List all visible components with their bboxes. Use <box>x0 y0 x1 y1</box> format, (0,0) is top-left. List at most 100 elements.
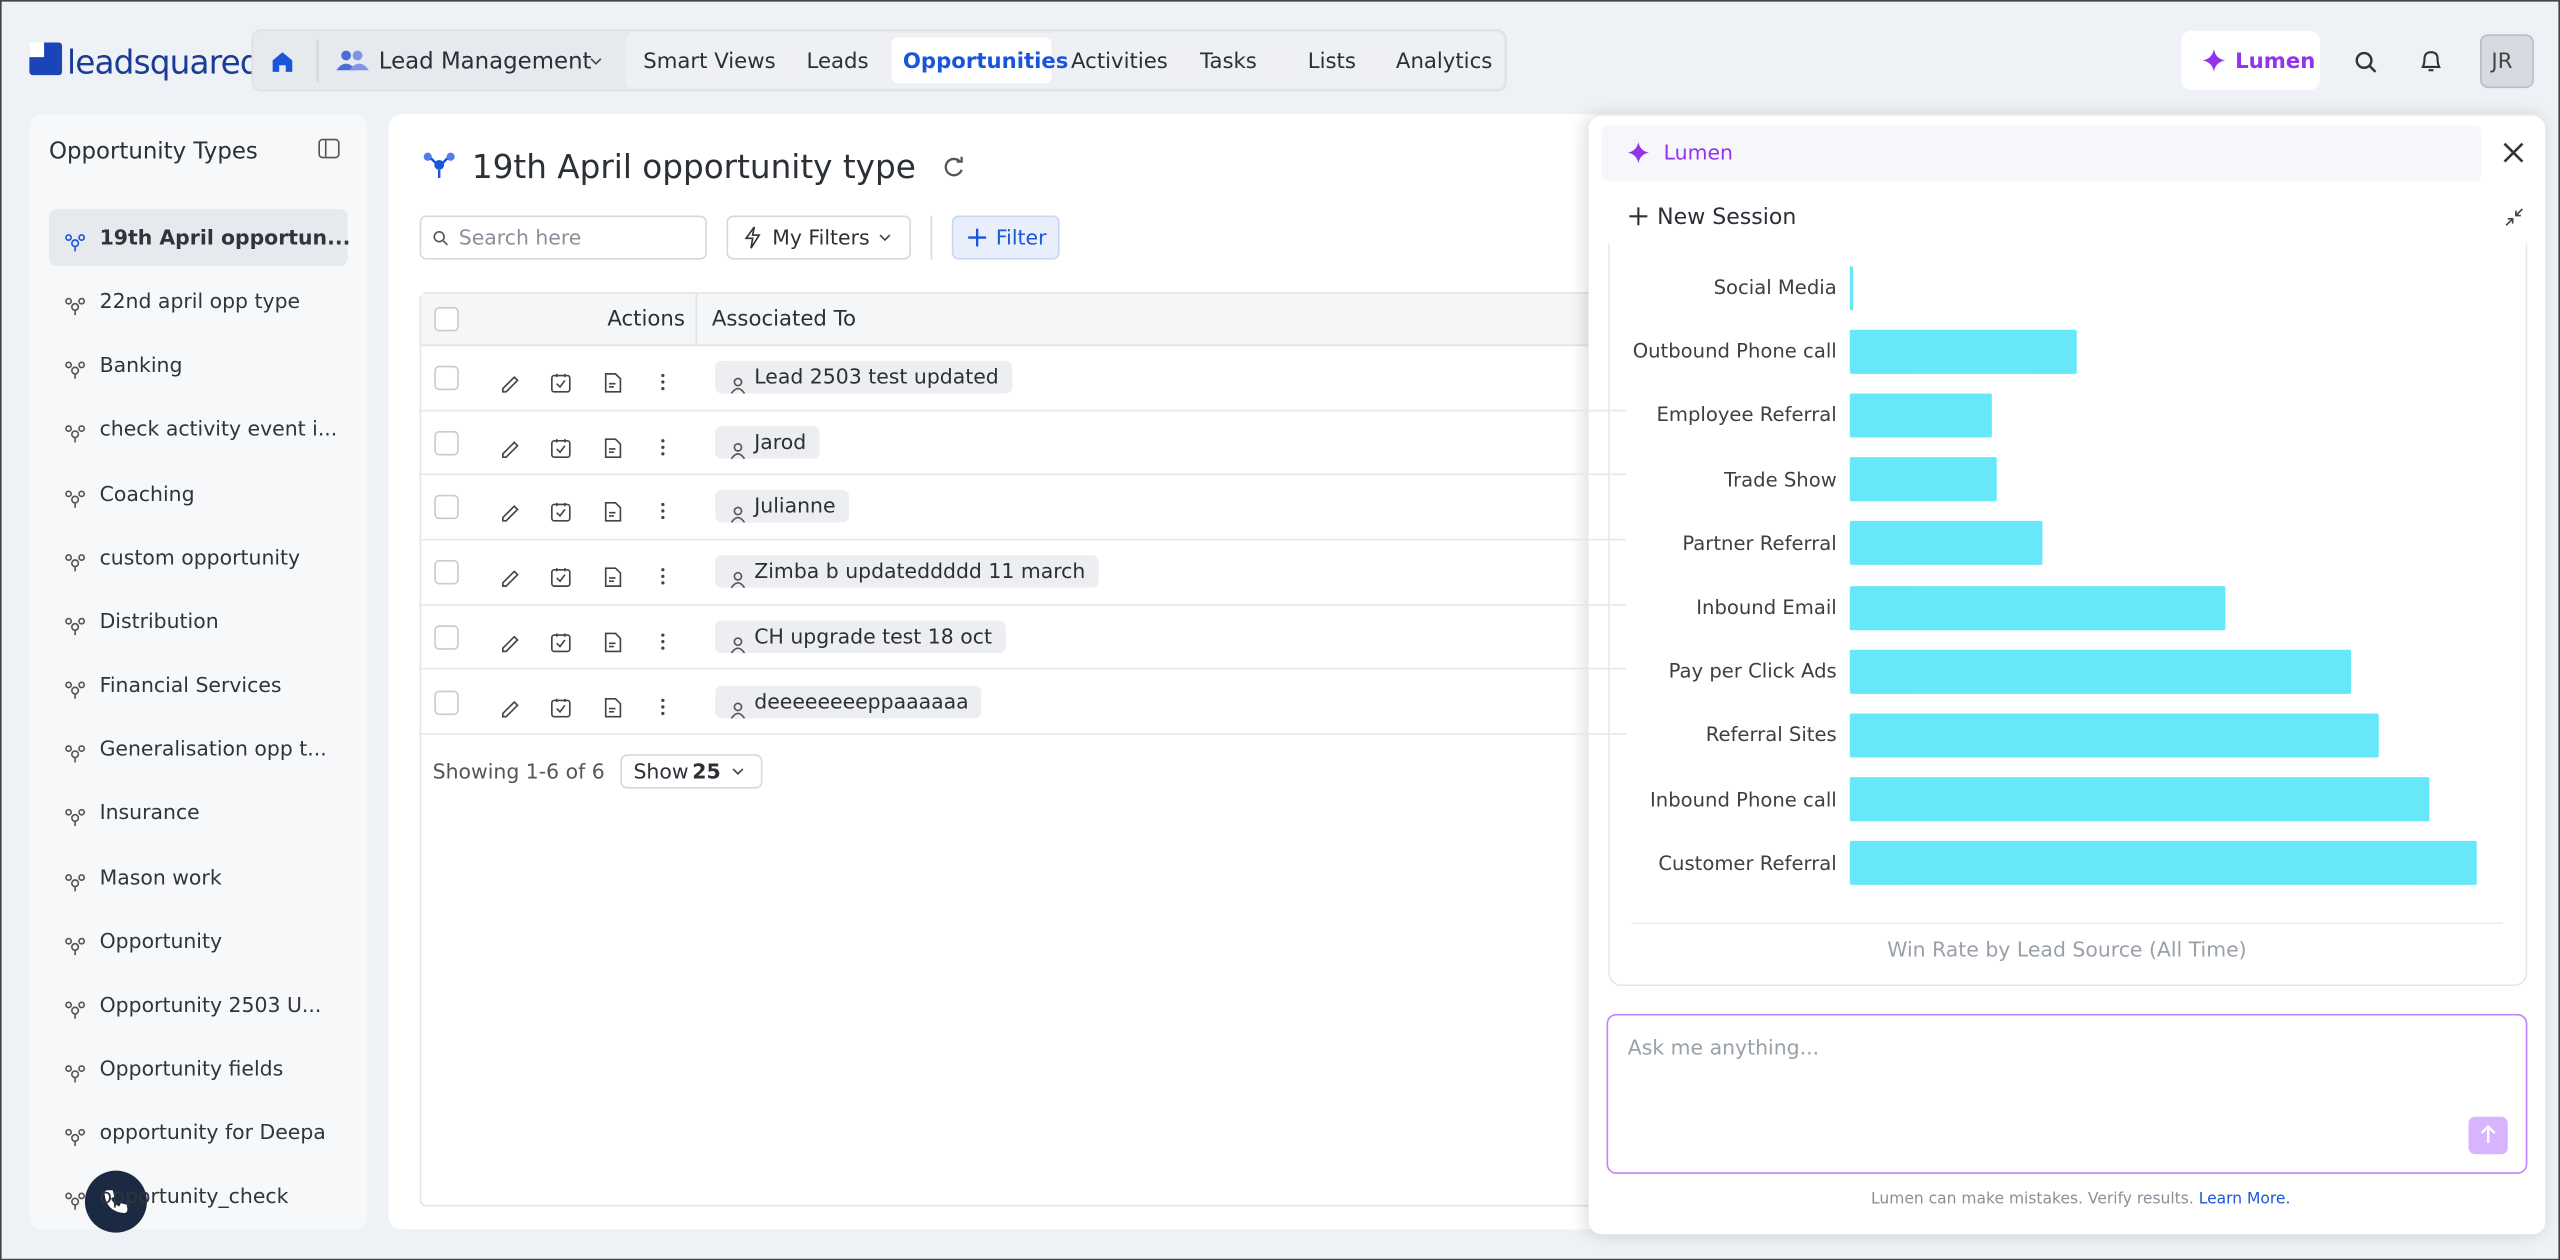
action-icon[interactable] <box>602 691 622 717</box>
item-icon-glyph <box>65 553 86 572</box>
action-icon[interactable] <box>602 562 622 588</box>
associated-chip[interactable]: Jarod <box>715 425 820 459</box>
action-icon[interactable] <box>653 497 673 520</box>
nav-group <box>625 32 1504 89</box>
sidebar-item[interactable]: 19th April opportun... <box>99 224 351 250</box>
divider <box>930 215 933 260</box>
nav-item[interactable]: Analytics <box>1395 49 1493 75</box>
checkbox[interactable] <box>434 689 459 715</box>
search-box[interactable] <box>419 215 707 260</box>
bell-icon[interactable] <box>2420 49 2443 73</box>
nav-item[interactable]: Smart Views <box>643 49 776 75</box>
sidebar-item[interactable]: custom opportunity <box>99 544 301 569</box>
bolt-icon <box>744 226 761 249</box>
nav-item[interactable]: Activities <box>1071 49 1168 75</box>
associated-chip[interactable]: deeeeeeeeppaaaaaa <box>715 684 982 718</box>
action-icon[interactable] <box>550 497 571 523</box>
checkbox[interactable] <box>434 365 459 391</box>
page-size[interactable]: 25 <box>692 758 721 784</box>
sidebar-item[interactable]: Mason work <box>99 864 222 889</box>
item-icon <box>65 868 86 891</box>
action-icon[interactable] <box>653 627 673 650</box>
my-filters[interactable] <box>726 215 912 260</box>
person-icon <box>730 628 746 654</box>
bar <box>1849 521 2043 566</box>
sidebar-item[interactable]: Generalisation opp t... <box>99 736 327 761</box>
action-icon[interactable] <box>500 627 520 652</box>
refresh-icon[interactable] <box>942 155 965 178</box>
action-icon[interactable] <box>602 367 622 393</box>
sidebar-item[interactable]: 22nd april opp type <box>99 288 301 314</box>
sidebar-item[interactable]: Distribution <box>99 608 219 633</box>
home-icon[interactable] <box>269 49 295 75</box>
sidebar-item[interactable]: check activity event i... <box>99 416 338 442</box>
module-name[interactable]: Lead Management <box>378 48 592 76</box>
action-icon[interactable] <box>602 497 622 523</box>
collapse-icon[interactable] <box>318 138 340 159</box>
associated-chip[interactable]: Lead 2503 test updated <box>715 360 1012 394</box>
action-icon[interactable] <box>500 497 520 523</box>
nav-item[interactable]: Leads <box>806 49 869 75</box>
action-icon[interactable] <box>550 367 571 393</box>
checkbox[interactable] <box>434 495 459 520</box>
action-icon[interactable] <box>550 432 571 458</box>
action-icon[interactable] <box>500 367 520 393</box>
nav-item[interactable]: Opportunities <box>902 49 1069 75</box>
avatar[interactable] <box>2480 34 2534 89</box>
action-icon-glyph <box>502 505 519 523</box>
sidebar-item[interactable]: opportunity_check <box>99 1183 289 1209</box>
action-icon[interactable] <box>550 627 571 652</box>
divider <box>695 293 698 345</box>
filter-label[interactable]: Filter <box>995 224 1047 250</box>
item-icon <box>65 740 86 763</box>
action-icon[interactable] <box>653 367 673 391</box>
my-filters-label[interactable]: My Filters <box>772 224 870 250</box>
item-icon-glyph <box>65 937 86 955</box>
action-icon[interactable] <box>550 562 571 588</box>
sidebar-item[interactable]: Opportunity <box>99 927 223 953</box>
checkbox[interactable] <box>434 624 459 650</box>
module-icon <box>336 50 369 71</box>
action-icon[interactable] <box>602 432 622 458</box>
chat-input[interactable] <box>1606 1013 2528 1174</box>
action-icon[interactable] <box>653 562 673 585</box>
call-button[interactable] <box>84 1170 147 1233</box>
lumen-button-label[interactable]: Lumen <box>2235 49 2316 75</box>
column-header: Associated To <box>711 307 856 333</box>
nav-item[interactable]: Tasks <box>1200 49 1257 75</box>
associated-chip[interactable]: CH upgrade test 18 oct <box>715 620 1006 653</box>
checkbox[interactable] <box>434 306 459 332</box>
sidebar-item[interactable]: Coaching <box>99 480 195 506</box>
new-session[interactable]: New Session <box>1657 204 1797 231</box>
page-size-select[interactable] <box>620 754 763 789</box>
close-icon[interactable] <box>2503 142 2524 163</box>
action-icon[interactable] <box>550 691 571 717</box>
sidebar-item[interactable]: Insurance <box>99 800 200 825</box>
minimize-icon[interactable] <box>2504 207 2524 227</box>
sidebar-item[interactable]: Financial Services <box>99 672 282 697</box>
bar <box>1849 649 2352 694</box>
action-icon[interactable] <box>500 562 520 588</box>
action-icon[interactable] <box>500 432 520 458</box>
checkbox[interactable] <box>434 560 459 585</box>
nav-item[interactable]: Lists <box>1307 49 1356 75</box>
action-icon[interactable] <box>602 627 622 652</box>
action-icon[interactable] <box>653 432 673 455</box>
bar <box>1849 585 2226 630</box>
logo[interactable]: leadsquared <box>66 42 261 82</box>
sidebar-item[interactable]: Opportunity fields <box>99 1055 284 1081</box>
sidebar-item[interactable]: Opportunity 2503 U... <box>99 991 322 1017</box>
learn-more[interactable]: Learn More. <box>2198 1190 2291 1209</box>
action-icon[interactable] <box>500 691 520 717</box>
search-icon[interactable] <box>2354 51 2377 74</box>
associated-chip[interactable]: Zimba b updateddddd 11 march <box>715 555 1099 588</box>
action-icon-glyph <box>604 632 622 652</box>
action-icon[interactable] <box>653 691 673 715</box>
sidebar-item[interactable]: opportunity for Deepa <box>99 1119 326 1145</box>
checkbox[interactable] <box>434 430 459 455</box>
action-icon-glyph <box>502 635 519 652</box>
item-icon-glyph <box>65 745 86 763</box>
sidebar-item[interactable]: Banking <box>99 352 183 378</box>
showing-count: Showing 1-6 of 6 <box>432 758 605 784</box>
disclaimer-text: Lumen can make mistakes. Verify results. <box>1871 1190 2194 1209</box>
